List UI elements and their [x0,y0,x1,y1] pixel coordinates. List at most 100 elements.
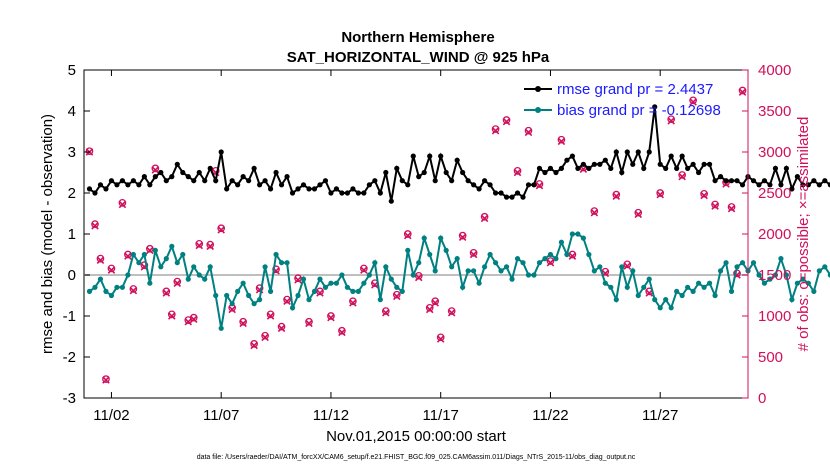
rmse-point [427,153,433,159]
bias-point [739,260,746,266]
bias-point [816,268,822,274]
bias-point [641,284,647,290]
rmse-point [690,161,696,167]
bias-point [728,288,735,294]
rmse-point [586,165,592,171]
rmse-point [674,165,680,171]
obs-possible-point [206,240,215,249]
obs-possible-point [85,147,94,156]
bias-point [372,260,378,266]
bias-point [427,251,433,258]
obs-possible-point [140,261,149,270]
bias-point [333,280,340,286]
bias-point [273,251,279,258]
bias-point [114,284,120,290]
rmse-point [476,186,482,192]
rmse-point [794,174,800,180]
obs-assimilated-point [727,204,736,213]
rmse-point [487,182,493,188]
rmse-point [322,178,329,184]
bias-point [542,256,548,262]
rmse-point [416,174,422,180]
rmse-point [772,165,779,171]
bias-point [130,251,136,258]
y-tick-label: 2 [68,185,76,202]
bias-point [663,297,669,303]
obs-possible-point [711,200,719,209]
bias-point [471,268,477,274]
bias-point [218,325,224,331]
rmse-point [103,186,109,192]
bias-point [476,280,482,286]
bias-point [361,280,367,286]
rmse-point [169,174,175,180]
obs-possible-point [656,189,665,197]
legend: rmse grand pr = 2.4437 bias grand pr = -… [524,81,721,119]
rmse-point [717,174,724,180]
obs-possible-point [349,297,357,306]
bias-point [289,305,296,311]
obs-assimilated-point [129,286,138,295]
bias-point [783,272,790,278]
obs-assimilated-point [700,191,708,200]
obs-possible-point [546,257,555,265]
legend-rmse-marker [535,86,541,92]
obs-assimilated-point [667,117,675,125]
obs-possible-point [91,220,99,229]
rmse-point [185,174,191,180]
obs-possible-point [277,322,286,331]
bias-point [136,260,142,266]
rmse-point [696,169,702,176]
obs-assimilated-point [689,98,697,106]
obs-possible-point [689,96,697,105]
bias-point [525,272,532,278]
bias-point [767,276,773,282]
rmse-point [92,190,98,196]
obs-possible-point [261,331,269,340]
rmse-point [498,190,504,196]
rmse-point [251,165,257,171]
obs-assimilated-point [168,312,176,320]
bias-point [608,284,614,290]
obs-assimilated-point [206,242,214,251]
obs-assimilated-point [338,328,346,337]
y-tick-label: 4 [68,103,76,120]
rmse-point [152,174,158,180]
obs-assimilated-point [250,341,258,350]
bias-point [416,260,422,266]
obs-possible-point [634,208,643,217]
obs-possible-point [425,303,434,312]
y-tick-label: 5 [68,62,76,79]
obs-assimilated-point [469,250,478,259]
obs-possible-point [162,287,171,296]
bias-point [597,264,603,270]
bias-point [119,284,126,290]
rmse-point [503,194,510,200]
bias-point [569,231,575,237]
rmse-point [246,178,252,184]
rmse-point [366,182,372,188]
obs-assimilated-point [546,258,555,267]
obs-possible-point [447,307,456,315]
obs-possible-point [107,264,116,273]
obs-assimilated-point [124,252,132,260]
bias-point [761,280,768,286]
obs-assimilated-point [404,231,412,240]
obs-assimilated-point [480,214,489,223]
rmse-point [130,178,136,184]
rmse-point [405,182,411,188]
obs-possible-point [381,307,390,315]
rmse-point [344,190,351,196]
bias-point [322,284,329,290]
bias-point [734,264,740,270]
bias-point [635,292,641,299]
obs-possible-point [173,277,182,286]
obs-possible-point [403,230,412,238]
bias-point [717,268,724,274]
bias-point [712,292,718,299]
bias-point [646,276,652,282]
rmse-point [624,149,630,155]
rmse-point [443,169,449,176]
rmse-point [525,182,532,188]
bias-point [388,276,394,282]
